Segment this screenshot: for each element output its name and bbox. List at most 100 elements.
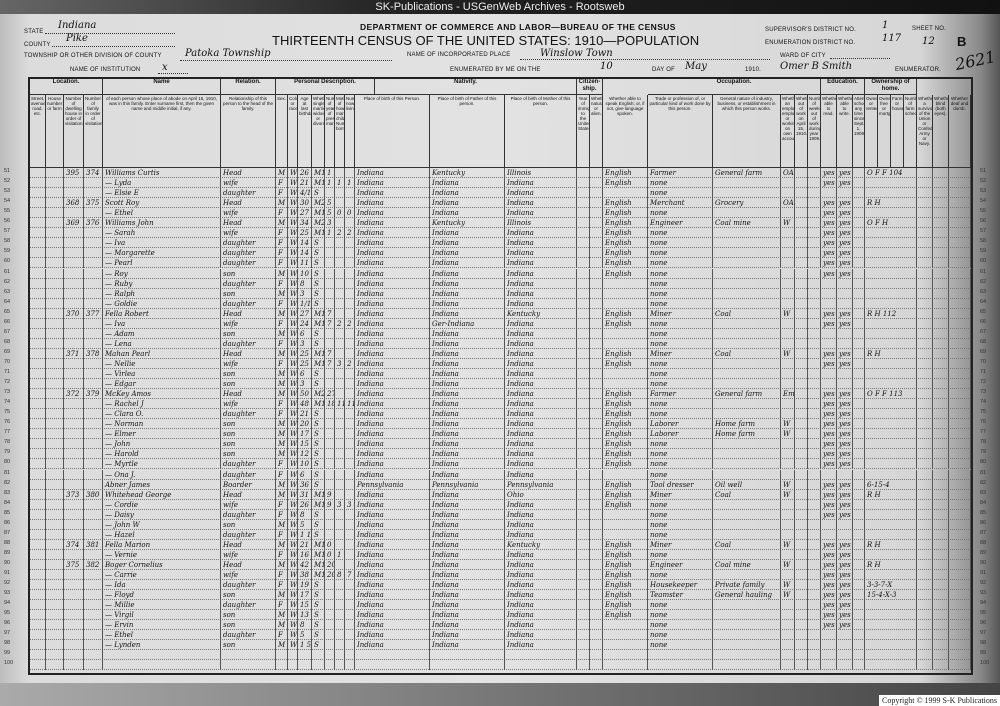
cell-s: F [276, 228, 288, 239]
cell-empty [30, 419, 46, 430]
cell-cl [345, 479, 355, 490]
cell-empty [795, 519, 808, 530]
cell-empty [933, 218, 949, 229]
cell-s [276, 660, 288, 671]
cell-y: 1 [325, 178, 335, 189]
cell-fb: Indiana [430, 509, 505, 520]
cell-s: F [276, 549, 288, 560]
cell-d: 373 [64, 489, 84, 500]
cell-r: Head [221, 308, 276, 319]
cell-empty [590, 640, 603, 651]
cell-wr [837, 278, 853, 289]
table-row [30, 660, 971, 671]
cell-empty [577, 650, 590, 661]
cell-empty [795, 640, 808, 651]
cell-a: 4/12 [300, 188, 312, 199]
cell-wr: yes [837, 399, 853, 410]
cell-a: 3 [298, 338, 312, 349]
cell-rd: yes [821, 178, 837, 189]
cell-fb: Indiana [430, 288, 505, 299]
line-number: 88 [980, 539, 987, 546]
cell-r: son [221, 419, 276, 430]
county-label: County [24, 42, 51, 48]
cell-emp: W [781, 308, 795, 319]
line-number: 52 [980, 178, 987, 185]
cell-empty [917, 499, 933, 510]
cell-cl [345, 288, 355, 299]
cell-empty [933, 419, 949, 430]
cell-empty [577, 268, 590, 279]
cell-m: S [312, 238, 325, 249]
cell-cb [335, 248, 345, 259]
cell-f: 381 [84, 539, 103, 550]
cell-empty [933, 228, 949, 239]
cell-y: 27 [325, 389, 335, 400]
cell-n: Abner James [103, 479, 221, 490]
cell-fb: Ger-Indiana [430, 318, 505, 329]
cell-occ: none [648, 178, 713, 189]
cell-lang: English [603, 600, 648, 611]
cell-lang: English [603, 479, 648, 490]
cell-empty [46, 178, 64, 189]
cell-n: — Elsie E [103, 188, 221, 199]
cell-own: O F F 113 [865, 389, 917, 400]
cell-cb [335, 218, 345, 229]
cell-empty [577, 419, 590, 430]
cell-ind: Oil well [713, 479, 781, 490]
cell-cb: 2 [335, 228, 345, 239]
cell-s [276, 650, 288, 661]
cell-ind [713, 660, 781, 671]
line-number: 94 [980, 600, 987, 607]
cell-occ: Miner [648, 489, 713, 500]
cell-empty [30, 389, 46, 400]
cell-rd: yes [821, 258, 837, 269]
cell-bp: Indiana [355, 298, 430, 309]
cell-c: W [290, 620, 298, 631]
supervisor-district-value: 1 [882, 20, 889, 31]
cell-cb [335, 298, 345, 309]
cell-mb: Illinois [505, 168, 577, 178]
cell-f [84, 188, 103, 199]
cell-cl [345, 529, 355, 540]
cell-own [865, 439, 917, 450]
cell-cb: 1 [335, 178, 345, 189]
cell-ind: Coal mine [713, 559, 781, 570]
cell-empty [30, 439, 46, 450]
cell-y [325, 529, 335, 540]
cell-a: 34 [298, 218, 312, 229]
cell-empty [795, 308, 808, 319]
cell-empty [590, 519, 603, 530]
cell-empty [577, 228, 590, 239]
cell-a: 13 [298, 610, 312, 621]
column-header: Age at last birthday. [298, 95, 312, 168]
cell-c: W [290, 218, 298, 229]
cell-empty [577, 469, 590, 480]
cell-empty [46, 298, 64, 309]
cell-empty [30, 590, 46, 601]
column-header: Owned or rented. [865, 95, 878, 168]
cell-bp: Indiana [355, 419, 430, 430]
cell-a: 1 5/12 [300, 640, 312, 651]
cell-y [325, 419, 335, 430]
cell-c: W [290, 288, 298, 299]
cell-a: 31 [298, 489, 312, 500]
cell-bp: Indiana [355, 348, 430, 359]
cell-f [84, 318, 103, 329]
table-row: 374 381 Fella Marion Head M W 21 M1 0 Indiana Indi… [30, 539, 971, 550]
cell-empty [853, 439, 865, 450]
cell-s: M [276, 610, 288, 621]
line-number: 89 [4, 549, 11, 556]
cell-empty [808, 348, 821, 359]
cell-empty [949, 459, 971, 470]
cell-mb: Kentucky [505, 539, 577, 550]
cell-bp: Indiana [355, 338, 430, 349]
cell-s: F [276, 600, 288, 611]
cell-empty [590, 549, 603, 560]
cell-empty [795, 499, 808, 510]
cell-empty [30, 358, 46, 369]
cell-occ: none [648, 278, 713, 289]
cell-occ: Miner [648, 348, 713, 359]
cell-empty [577, 369, 590, 379]
cell-a: 26 [298, 168, 312, 178]
cell-lang: English [603, 489, 648, 500]
